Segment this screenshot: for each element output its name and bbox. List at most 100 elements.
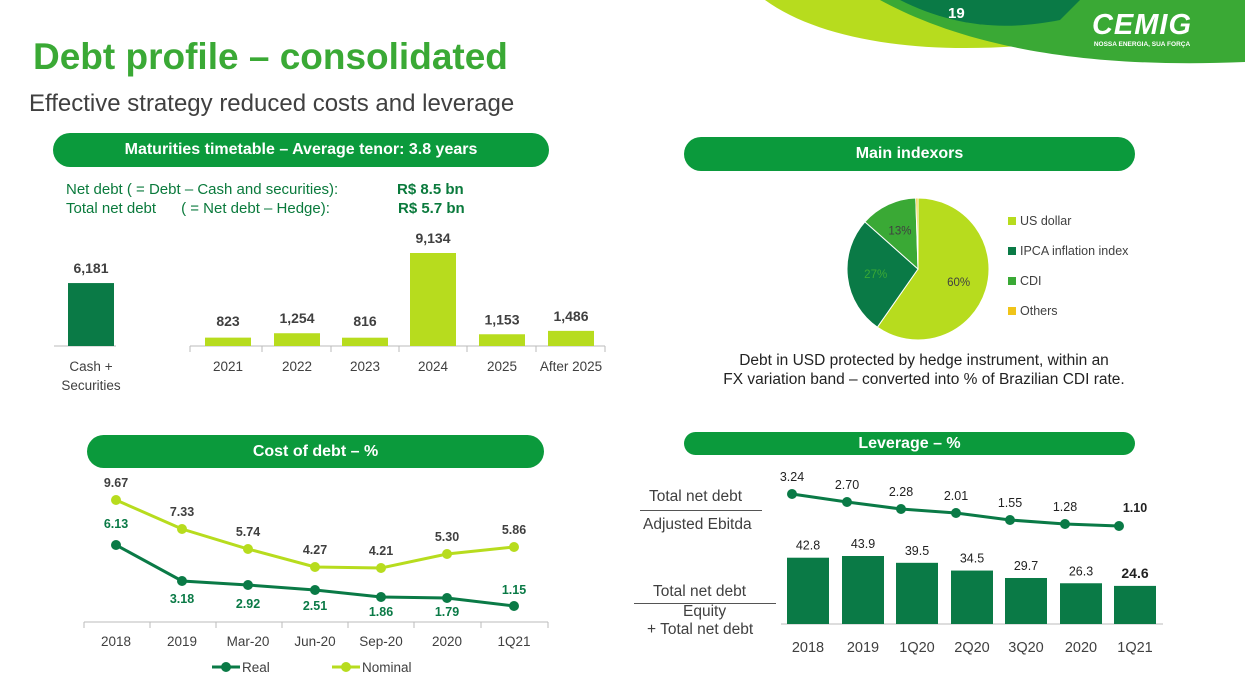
hedge-note-line-1: Debt in USD protected by hedge instrumen… <box>739 352 1109 369</box>
nominal-point <box>177 524 187 534</box>
nominal-value-label: 5.30 <box>435 530 459 544</box>
real-value-label: 2.51 <box>303 599 327 613</box>
logo-wordmark: CEMIG <box>1091 9 1193 41</box>
legend-label: US dollar <box>1020 214 1071 228</box>
nominal-value-label: 7.33 <box>170 505 194 519</box>
leverage-ratio-point <box>787 489 797 499</box>
leverage-ratio-point <box>1060 519 1070 529</box>
real-point <box>177 576 187 586</box>
leverage-ratio-label: 3.24 <box>780 470 804 484</box>
total-net-debt-label: Total net debt ( = Net debt – Hedge): <box>66 200 330 217</box>
leverage-ratio-label: 1.55 <box>998 496 1022 510</box>
maturities-chart: 6,181 Cash + Securities 823 2021 1,254 2022 816… <box>54 230 606 393</box>
leverage-category-label: 1Q21 <box>1117 640 1152 656</box>
leverage-ratio-label: 2.28 <box>889 485 913 499</box>
leverage-ratio-label: 1.10 <box>1123 501 1147 515</box>
legend-label: IPCA inflation index <box>1020 244 1129 258</box>
maturity-bar-0 <box>68 283 114 346</box>
maturity-category-label: 2023 <box>350 359 380 374</box>
pie-slice-3 <box>915 197 919 270</box>
leverage-header: Leverage – % <box>684 432 1135 455</box>
legend-marker-1 <box>341 662 351 672</box>
maturity-bar-6 <box>548 330 594 346</box>
maturity-bar-4 <box>410 253 456 346</box>
maturity-bar-3 <box>342 337 388 346</box>
logo-tagline: NOSSA ENERGIA, SUA FORÇA <box>1093 41 1191 48</box>
total-net-debt-value: R$ 5.7 bn <box>398 200 465 217</box>
leverage-ratio-point <box>842 497 852 507</box>
leverage-ratio-point <box>951 508 961 518</box>
leverage-ratio-point <box>1005 515 1015 525</box>
leverage-ratio-label: 2.70 <box>835 478 859 492</box>
pie-slice-label: 60% <box>947 277 970 289</box>
leverage-bar-label: 42.8 <box>796 539 820 553</box>
nominal-point <box>111 495 121 505</box>
legend-label: Nominal <box>362 660 412 675</box>
real-value-label: 6.13 <box>104 517 128 531</box>
real-point <box>376 592 386 602</box>
legend-swatch-1 <box>1008 247 1016 255</box>
real-point <box>509 601 519 611</box>
cost-category-label: Jun-20 <box>294 634 335 649</box>
pie-slice-2 <box>864 197 919 271</box>
nominal-point <box>376 563 386 573</box>
leverage-bar-label: 24.6 <box>1121 565 1148 581</box>
maturity-value-label: 6,181 <box>73 260 108 276</box>
maturity-value-label: 9,134 <box>415 230 450 246</box>
cost-category-label: Sep-20 <box>359 634 403 649</box>
cemig-logo: CEMIG NOSSA ENERGIA, SUA FORÇA <box>1082 10 1202 49</box>
ratio1-divider <box>640 510 762 511</box>
ratio2-divider <box>634 603 776 604</box>
leverage-category-label: 2018 <box>792 640 824 656</box>
leverage-bar-1 <box>842 556 884 624</box>
leverage-bar-4 <box>1005 577 1047 624</box>
real-point <box>310 585 320 595</box>
legend-swatch-3 <box>1008 307 1016 315</box>
pie-slice-label: 27% <box>864 269 887 281</box>
nominal-value-label: 4.27 <box>303 543 327 557</box>
nominal-value-label: 4.21 <box>369 544 393 558</box>
leverage-category-label: 3Q20 <box>1008 640 1043 656</box>
cost-of-debt-header: Cost of debt – % <box>87 435 544 468</box>
net-debt-value: R$ 8.5 bn <box>397 181 464 198</box>
header-swoosh <box>765 0 1245 64</box>
leverage-bar-label: 26.3 <box>1069 564 1093 578</box>
net-debt-label: Net debt ( = Debt – Cash and securities)… <box>66 181 339 198</box>
legend-marker-0 <box>221 662 231 672</box>
legend-swatch-0 <box>1008 217 1016 225</box>
leverage-bar-0 <box>787 557 829 624</box>
leverage-bar-2 <box>896 562 938 624</box>
cost-of-debt-chart: 2018 2019 Mar-20 Jun-20 Sep-20 2020 1Q21 9.67 7.… <box>83 476 549 675</box>
leverage-chart: 42.8 43.9 39.5 34.5 29.7 26.3 24.6 2018 2019 1Q20… <box>780 470 1163 656</box>
maturity-value-label: 1,486 <box>553 308 588 324</box>
real-value-label: 2.92 <box>236 597 260 611</box>
cost-category-label: Mar-20 <box>227 634 270 649</box>
page-title: Debt profile – consolidated <box>33 36 508 77</box>
ratio1-numerator: Total net debt <box>649 488 743 505</box>
leverage-bar-label: 34.5 <box>960 552 984 566</box>
maturity-category-label: After 2025 <box>540 359 602 374</box>
nominal-value-label: 5.86 <box>502 523 526 537</box>
maturity-bar-5 <box>479 334 525 346</box>
page-number: 19 <box>948 5 965 22</box>
indexors-header: Main indexors <box>684 137 1135 171</box>
nominal-point <box>442 549 452 559</box>
nominal-point <box>243 544 253 554</box>
hedge-note-line-2: FX variation band – converted into % of … <box>723 371 1125 388</box>
maturity-category-label: 2022 <box>282 359 312 374</box>
maturity-category-label: Cash + <box>69 359 112 374</box>
maturity-category-label: 2025 <box>487 359 517 374</box>
cost-category-label: 2018 <box>101 634 131 649</box>
maturity-value-label: 816 <box>353 313 377 329</box>
maturity-category-label: Securities <box>61 378 121 393</box>
nominal-value-label: 9.67 <box>104 476 128 490</box>
leverage-bar-label: 29.7 <box>1014 559 1038 573</box>
pie-slice-0 <box>876 197 990 341</box>
leverage-ratio-point <box>1114 521 1124 531</box>
indexors-chart: 60% 27% 13% US dollar IPCA inflation index CD… <box>846 197 1129 341</box>
real-point <box>111 540 121 550</box>
maturities-header: Maturities timetable – Average tenor: 3.… <box>53 133 549 167</box>
leverage-bar-3 <box>951 570 993 624</box>
nominal-point <box>310 562 320 572</box>
real-point <box>442 593 452 603</box>
